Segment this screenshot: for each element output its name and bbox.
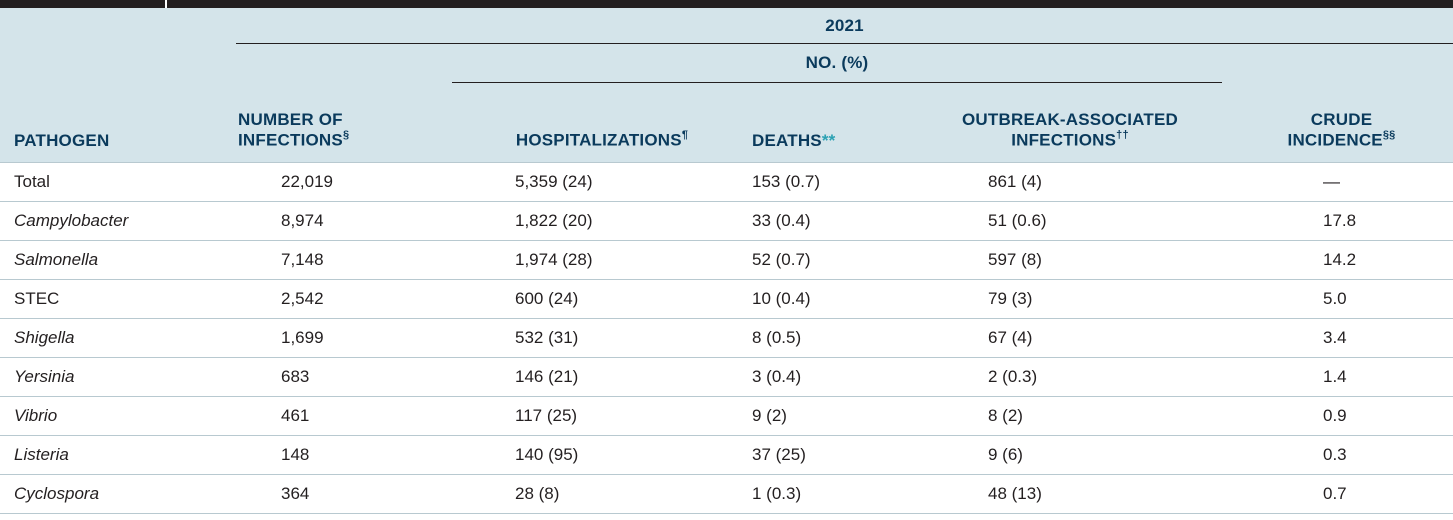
header-deaths: DEATHS**: [752, 83, 910, 163]
cell-pathogen: Shigella: [0, 319, 230, 358]
table-row: STEC 2,542 600 (24) 10 (0.4) 79 (3) 5.0: [0, 280, 1453, 319]
cell-hospitalizations: 600 (24): [452, 280, 752, 319]
cell-hospitalizations: 117 (25): [452, 397, 752, 436]
cell-outbreak: 67 (4): [910, 319, 1230, 358]
header-deaths-label: DEATHS: [752, 131, 822, 150]
cell-deaths: 8 (0.5): [752, 319, 910, 358]
cell-infections: 7,148: [230, 241, 452, 280]
cell-deaths: 33 (0.4): [752, 202, 910, 241]
infections-table: PATHOGEN 2021 NO. (%): [0, 8, 1453, 514]
cell-deaths: 9 (2): [752, 397, 910, 436]
cell-incidence: —: [1230, 163, 1453, 202]
cell-hospitalizations: 146 (21): [452, 358, 752, 397]
header-outbreak: OUTBREAK-ASSOCIATED INFECTIONS††: [910, 83, 1230, 163]
table-row: Cyclospora 364 28 (8) 1 (0.3) 48 (13) 0.7: [0, 475, 1453, 514]
header-no-pct-label: NO. (%): [806, 53, 869, 72]
cell-hospitalizations: 1,974 (28): [452, 241, 752, 280]
header-outbreak-mark: ††: [1116, 129, 1129, 141]
cell-outbreak: 79 (3): [910, 280, 1230, 319]
header-infections-line2: INFECTIONS: [238, 131, 343, 150]
header-spacer-right: [1230, 44, 1453, 83]
header-incidence-line2: INCIDENCE: [1288, 131, 1383, 150]
header-incidence-line1: CRUDE: [1230, 110, 1453, 130]
cell-incidence: 0.3: [1230, 436, 1453, 475]
cell-outbreak: 48 (13): [910, 475, 1230, 514]
cell-outbreak: 8 (2): [910, 397, 1230, 436]
header-infections: NUMBER OF INFECTIONS§: [230, 83, 452, 163]
cell-pathogen: Cyclospora: [0, 475, 230, 514]
cell-hospitalizations: 5,359 (24): [452, 163, 752, 202]
cell-pathogen: Total: [0, 163, 230, 202]
cell-infections: 1,699: [230, 319, 452, 358]
cell-pathogen: Yersinia: [0, 358, 230, 397]
cell-hospitalizations: 532 (31): [452, 319, 752, 358]
cell-infections: 2,542: [230, 280, 452, 319]
cell-deaths: 37 (25): [752, 436, 910, 475]
header-deaths-mark: **: [822, 131, 836, 150]
header-infections-mark: §: [343, 129, 349, 141]
cell-outbreak: 597 (8): [910, 241, 1230, 280]
cell-pathogen: STEC: [0, 280, 230, 319]
cell-deaths: 10 (0.4): [752, 280, 910, 319]
header-hospitalizations: HOSPITALIZATIONS¶: [452, 83, 752, 163]
cell-incidence: 0.7: [1230, 475, 1453, 514]
header-year-label: 2021: [825, 16, 864, 35]
cell-outbreak: 51 (0.6): [910, 202, 1230, 241]
cell-outbreak: 2 (0.3): [910, 358, 1230, 397]
cell-infections: 364: [230, 475, 452, 514]
header-hospitalizations-mark: ¶: [682, 129, 688, 141]
cell-pathogen: Salmonella: [0, 241, 230, 280]
table-row: Listeria 148 140 (95) 37 (25) 9 (6) 0.3: [0, 436, 1453, 475]
header-incidence: CRUDE INCIDENCE§§: [1230, 83, 1453, 163]
cell-infections: 148: [230, 436, 452, 475]
header-infections-line1: NUMBER OF: [238, 110, 452, 130]
header-hospitalizations-label: HOSPITALIZATIONS: [516, 131, 682, 150]
table-row: Salmonella 7,148 1,974 (28) 52 (0.7) 597 (8)…: [0, 241, 1453, 280]
top-bar-tab: [0, 0, 167, 8]
cell-deaths: 1 (0.3): [752, 475, 910, 514]
cell-incidence: 14.2: [1230, 241, 1453, 280]
cell-incidence: 1.4: [1230, 358, 1453, 397]
cell-pathogen: Vibrio: [0, 397, 230, 436]
table-row: Campylobacter 8,974 1,822 (20) 33 (0.4) 51 (…: [0, 202, 1453, 241]
cell-infections: 22,019: [230, 163, 452, 202]
header-outbreak-line2: INFECTIONS: [1011, 131, 1116, 150]
cell-deaths: 3 (0.4): [752, 358, 910, 397]
table-row: Vibrio 461 117 (25) 9 (2) 8 (2) 0.9: [0, 397, 1453, 436]
table-header: PATHOGEN 2021 NO. (%): [0, 8, 1453, 163]
cell-hospitalizations: 140 (95): [452, 436, 752, 475]
cell-infections: 8,974: [230, 202, 452, 241]
top-bar: [0, 0, 1453, 8]
cell-deaths: 153 (0.7): [752, 163, 910, 202]
cell-hospitalizations: 28 (8): [452, 475, 752, 514]
cell-infections: 683: [230, 358, 452, 397]
table-body: Total 22,019 5,359 (24) 153 (0.7) 861 (4) — Ca…: [0, 163, 1453, 514]
header-no-pct: NO. (%): [452, 44, 1230, 83]
header-incidence-mark: §§: [1383, 129, 1396, 141]
cell-outbreak: 861 (4): [910, 163, 1230, 202]
infections-table-container: PATHOGEN 2021 NO. (%): [0, 8, 1453, 520]
header-spacer-left: [230, 44, 452, 83]
cell-incidence: 17.8: [1230, 202, 1453, 241]
header-year: 2021: [230, 8, 1453, 44]
table-row: Total 22,019 5,359 (24) 153 (0.7) 861 (4) —: [0, 163, 1453, 202]
cell-incidence: 3.4: [1230, 319, 1453, 358]
cell-deaths: 52 (0.7): [752, 241, 910, 280]
header-pathogen: PATHOGEN: [0, 8, 230, 163]
table-row: Shigella 1,699 532 (31) 8 (0.5) 67 (4) 3.4: [0, 319, 1453, 358]
table-row: Yersinia 683 146 (21) 3 (0.4) 2 (0.3) 1.4: [0, 358, 1453, 397]
cell-incidence: 5.0: [1230, 280, 1453, 319]
cell-incidence: 0.9: [1230, 397, 1453, 436]
cell-hospitalizations: 1,822 (20): [452, 202, 752, 241]
cell-infections: 461: [230, 397, 452, 436]
cell-outbreak: 9 (6): [910, 436, 1230, 475]
header-pathogen-label: PATHOGEN: [14, 131, 109, 150]
cell-pathogen: Listeria: [0, 436, 230, 475]
header-outbreak-line1: OUTBREAK-ASSOCIATED: [910, 110, 1230, 130]
cell-pathogen: Campylobacter: [0, 202, 230, 241]
